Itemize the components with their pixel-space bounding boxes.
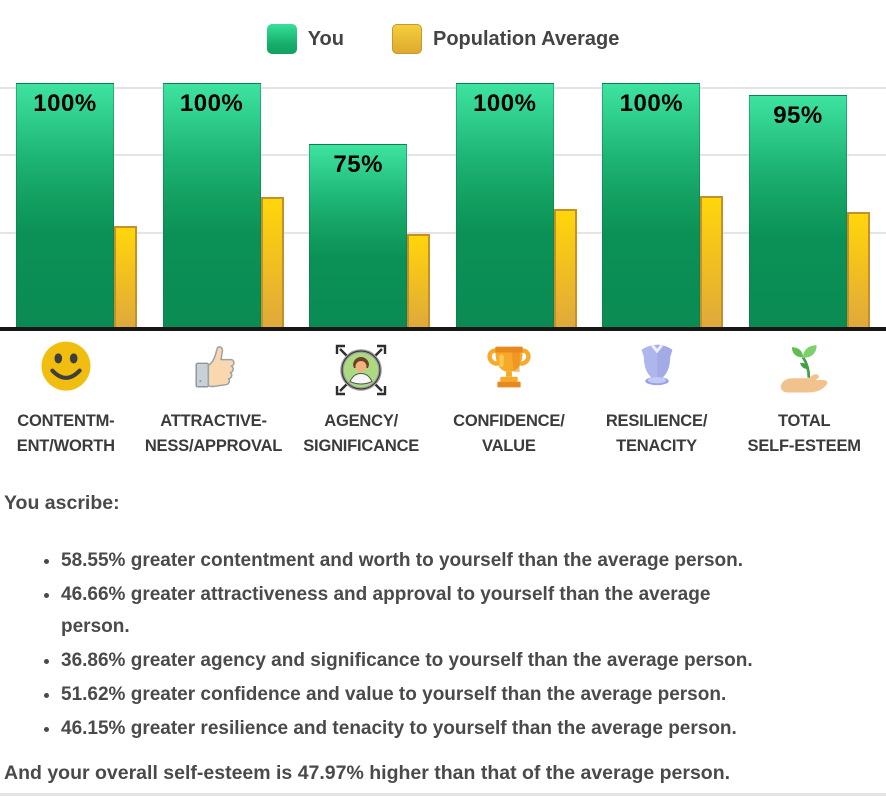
- category-label-resilience-tenacity: RESILIENCE/ TENACITY: [605, 412, 708, 455]
- agency-person-icon: [287, 338, 435, 402]
- you-bar-contentment-worth: 100%: [16, 83, 114, 327]
- results-summary: You ascribe: 58.55% greater contentment …: [4, 490, 870, 786]
- you-bar-resilience-tenacity: 100%: [602, 83, 701, 327]
- bar-group-contentment-worth: 100%: [16, 83, 137, 327]
- bar-group-confidence-value: 100%: [455, 83, 577, 327]
- category-labels-row: CONTENTM- ENT/WORTH ATTRACTIVE- NESS/APP…: [0, 409, 878, 459]
- bar-chart: 100% 100% 75% 100%: [0, 75, 886, 331]
- legend-label-population-average: Population Average: [432, 27, 620, 50]
- bar-value-label: 100%: [33, 90, 97, 117]
- bar-value-label: 75%: [333, 151, 383, 178]
- average-bar-total-self-esteem: [846, 212, 870, 327]
- summary-heading: You ascribe:: [4, 492, 120, 514]
- bar-value-label: 95%: [773, 102, 823, 130]
- bullet-agency-significance: 36.86% greater agency and significance t…: [61, 645, 870, 677]
- legend-item-population-average: Population Average: [391, 24, 620, 54]
- summary-bullet-list: 58.55% greater contentment and worth to …: [4, 545, 870, 745]
- hand-plant-icon: [730, 338, 878, 402]
- smiley-icon: [0, 338, 140, 402]
- average-bar-attractiveness-approval: [260, 196, 284, 327]
- bottom-divider: [0, 793, 886, 796]
- average-bar-resilience-tenacity: [700, 195, 724, 327]
- bar-value-label: 100%: [473, 90, 537, 117]
- category-label-agency-significance: AGENCY/ SIGNIFICANCE: [303, 412, 420, 455]
- bar-group-agency-significance: 75%: [309, 144, 431, 327]
- bar-group-resilience-tenacity: 100%: [602, 83, 724, 327]
- bullet-attractiveness-approval: 46.66% greater attractiveness and approv…: [61, 579, 870, 643]
- bars-plot-area: 100% 100% 75% 100%: [0, 75, 886, 327]
- bullet-confidence-value: 51.62% greater confidence and value to y…: [61, 679, 870, 711]
- average-bar-agency-significance: [407, 233, 431, 327]
- gridline: [0, 232, 886, 234]
- average-bar-contentment-worth: [114, 225, 137, 327]
- category-icons-row: [0, 338, 878, 402]
- category-label-attractiveness-approval: ATTRACTIVE- NESS/APPROVAL: [144, 412, 283, 455]
- category-label-total-self-esteem: TOTAL SELF-ESTEEM: [747, 412, 862, 455]
- you-bar-total-self-esteem: 95%: [748, 95, 847, 327]
- category-label-contentment-worth: CONTENTM- ENT/WORTH: [16, 412, 115, 455]
- you-bar-agency-significance: 75%: [309, 144, 408, 327]
- summary-closing: And your overall self-esteem is 47.97% h…: [4, 762, 731, 784]
- gridline: [0, 154, 886, 156]
- bar-group-total-self-esteem: 95%: [748, 95, 870, 327]
- trophy-icon: [435, 338, 583, 402]
- you-swatch-icon: [266, 24, 297, 54]
- population-average-swatch-icon: [391, 24, 422, 54]
- average-bar-confidence-value: [553, 208, 577, 327]
- chart-legend: You Population Average: [0, 24, 886, 54]
- you-bar-confidence-value: 100%: [455, 83, 554, 327]
- bullet-resilience-tenacity: 46.15% greater resilience and tenacity t…: [61, 713, 870, 745]
- bar-value-label: 100%: [179, 90, 244, 117]
- legend-label-you: You: [307, 27, 344, 50]
- bar-group-attractiveness-approval: 100%: [162, 83, 284, 327]
- gridline: [0, 87, 886, 89]
- category-label-confidence-value: CONFIDENCE/ VALUE: [453, 412, 565, 455]
- bar-value-label: 100%: [619, 90, 684, 117]
- legend-item-you: You: [266, 24, 344, 54]
- thumbs-up-icon: [140, 338, 288, 402]
- armor-icon: [583, 338, 731, 402]
- bullet-contentment-worth: 58.55% greater contentment and worth to …: [61, 545, 870, 577]
- you-bar-attractiveness-approval: 100%: [162, 83, 261, 327]
